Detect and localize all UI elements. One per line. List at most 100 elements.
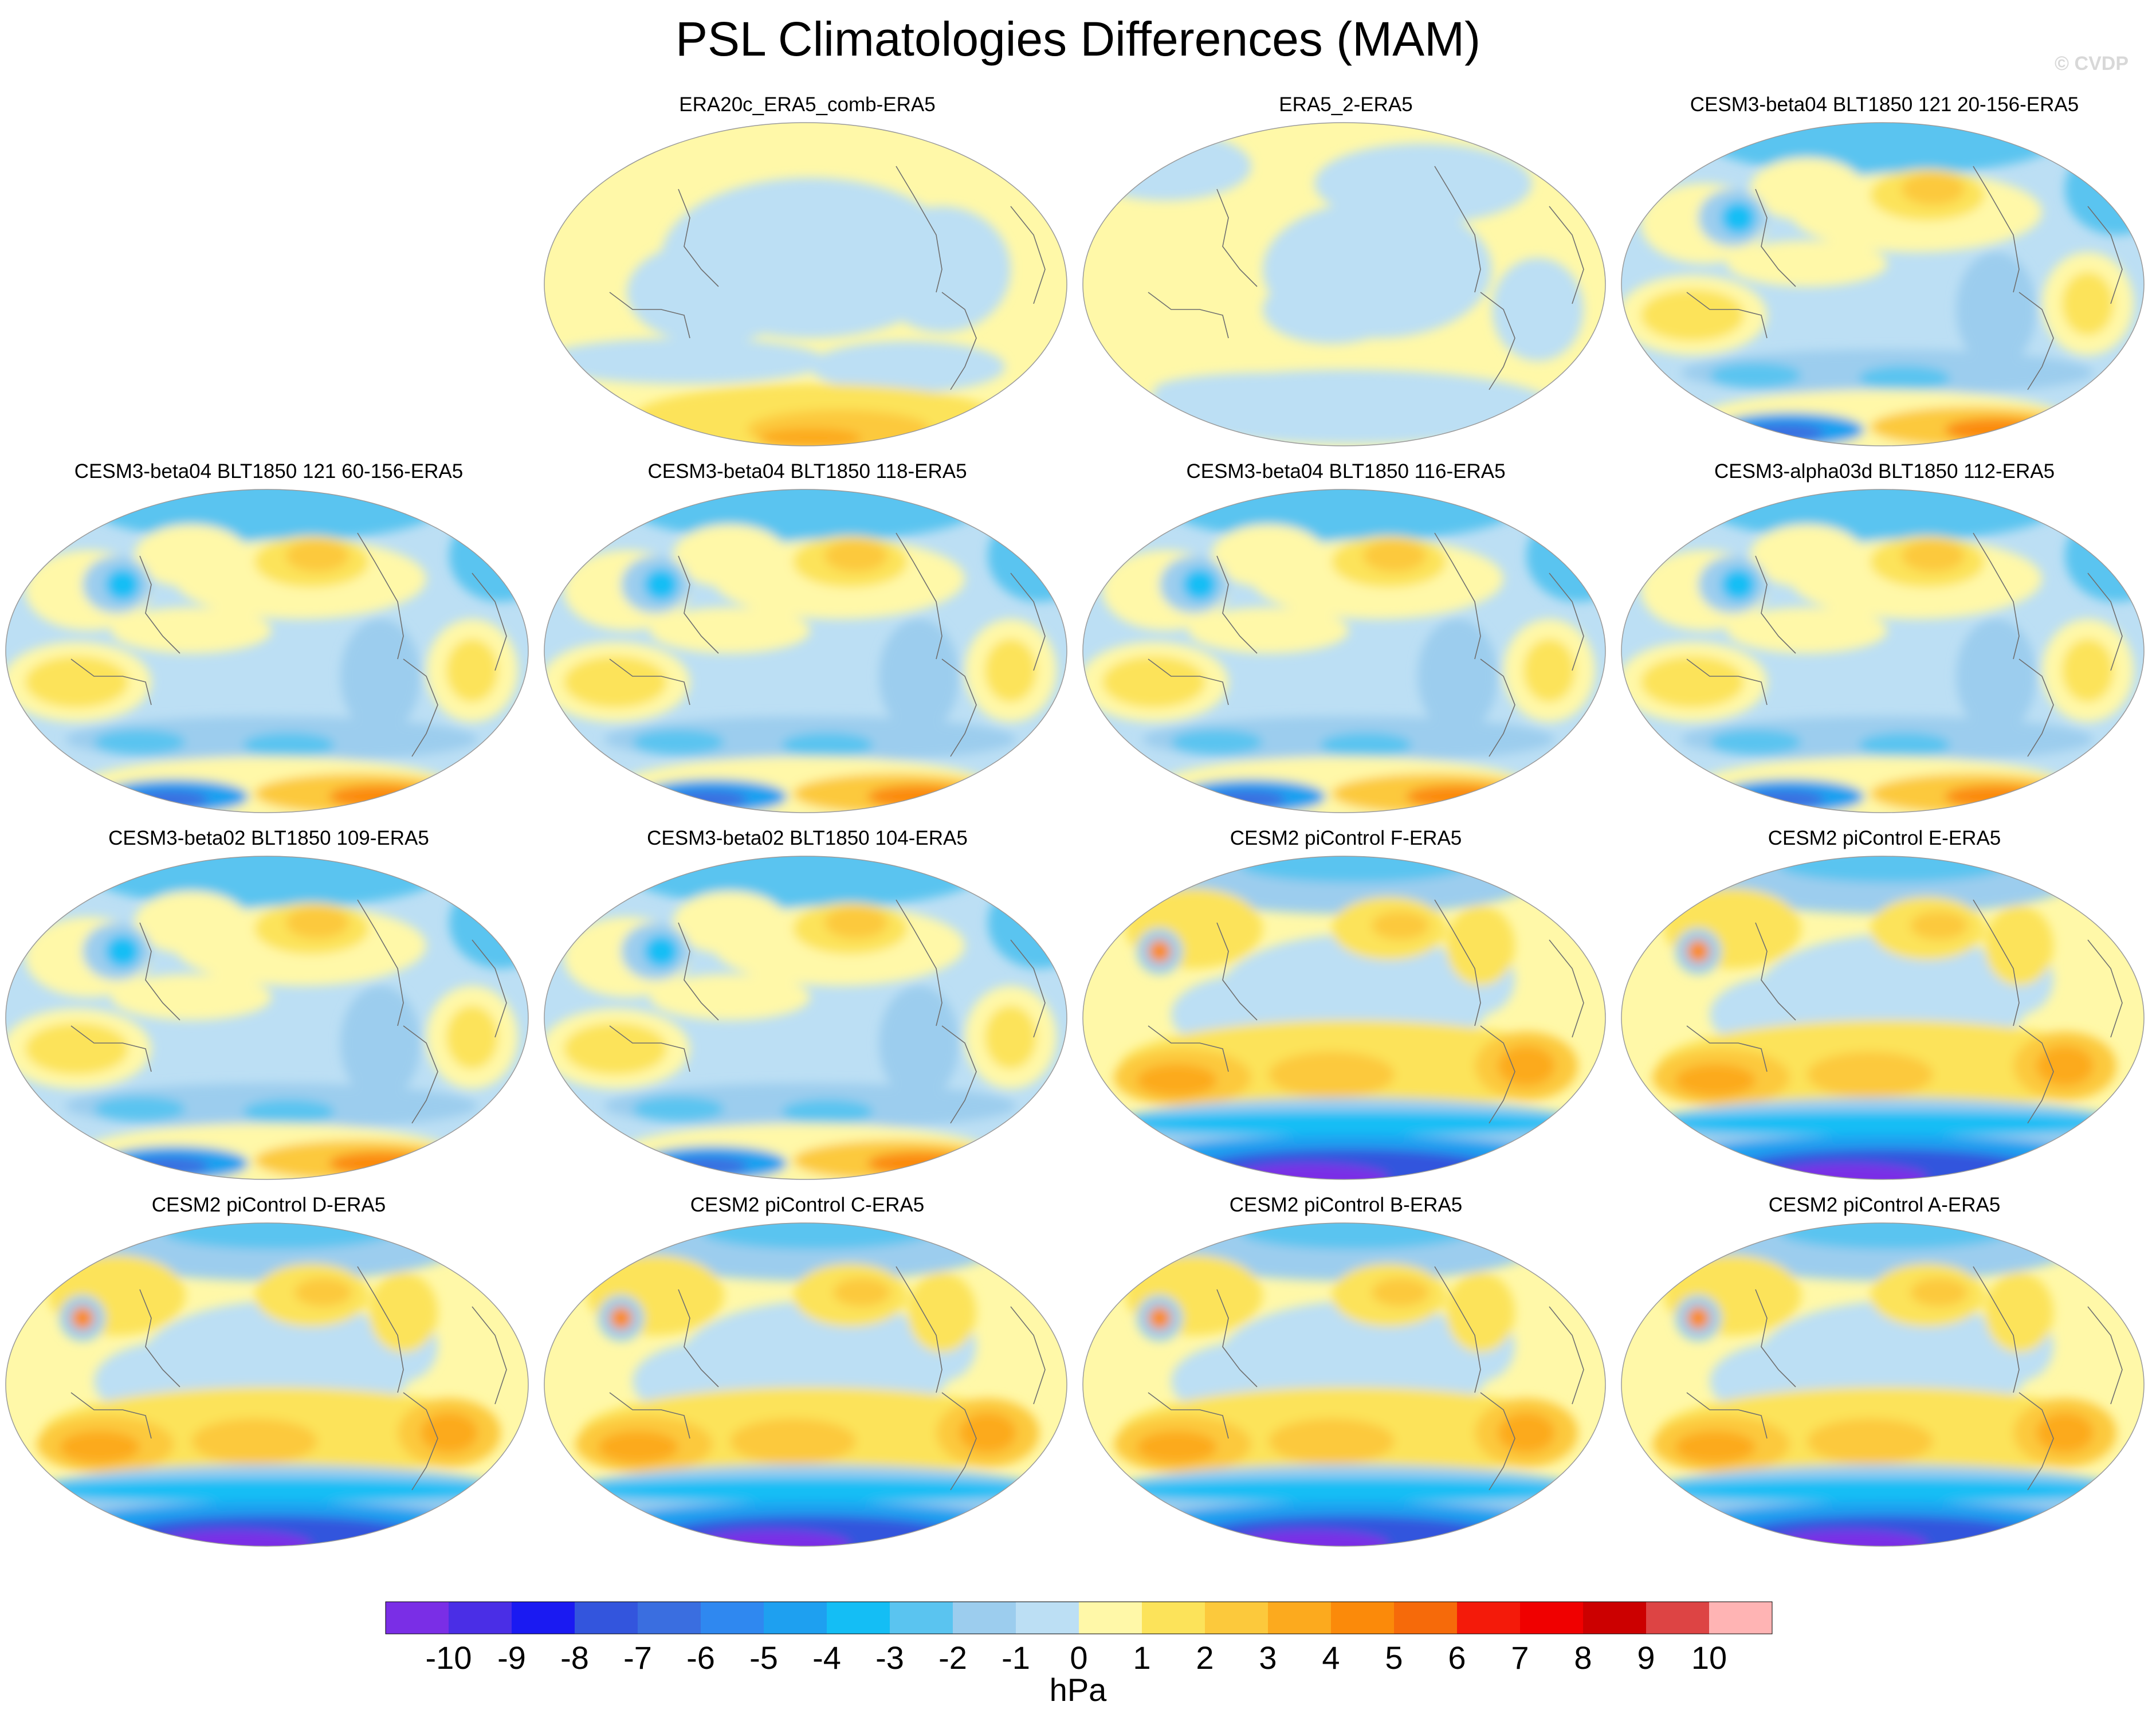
contour-region [1108,1111,1589,1136]
colorbar-tick-label: -5 [749,1640,778,1676]
coastline [1010,939,1046,1038]
coastline [1549,573,1584,671]
contour-region [134,891,249,954]
map-panel-title: CESM3-beta02 BLT1850 109-ERA5 [108,827,429,849]
colorbar-swatch [1520,1602,1584,1634]
contour-region [243,1099,335,1124]
colorbar-swatch [386,1602,449,1634]
contour-region [60,1431,140,1463]
map-panel-title: CESM2 piControl B-ERA5 [1229,1194,1463,1216]
coastline [1549,206,1584,304]
colorbar-tick-label: -2 [938,1640,967,1676]
coastline [403,658,438,757]
map-panel-title: CESM3-beta04 BLT1850 121 20-156-ERA5 [1690,93,2079,116]
coastline [1480,292,1515,390]
contour-region [564,656,667,708]
map-field [544,1222,1067,1547]
map-border [544,1222,1067,1547]
contour-region [570,1477,1051,1503]
coastline [70,1392,152,1439]
colorbar-swatch [1709,1602,1773,1634]
map-panel-title: ERA5_2-ERA5 [1279,93,1413,116]
coastline [941,1392,977,1491]
contour-region [286,540,349,572]
contour-region [1108,1477,1589,1503]
map-field [1621,1222,2145,1547]
contour-region [1154,373,1383,407]
map-panel-title: CESM2 piControl C-ERA5 [690,1194,925,1216]
colorbar-frame [385,1601,1773,1634]
contour-region [105,569,140,601]
map-panel-title: CESM2 piControl E-ERA5 [1768,827,2001,849]
coastline [1973,532,2020,660]
colorbar-swatch [638,1602,701,1634]
contour-region [633,1096,724,1122]
contour-region [1171,730,1263,755]
contour-region [1910,911,1968,940]
colorbar-tick-label: 3 [1259,1640,1277,1676]
colorbar-swatch [1016,1602,1079,1634]
coastline [678,1289,719,1387]
contour-region [1985,1272,2053,1352]
map-border [5,489,529,813]
chart-title: PSL Climatologies Differences (MAM) [675,12,1481,66]
colorbar-swatch [827,1602,890,1634]
colorbar-swatch [1646,1602,1710,1634]
map-panel-title: CESM3-beta04 BLT1850 121 60-156-ERA5 [74,460,464,483]
coastline [1755,1289,1796,1387]
coastline [1216,555,1258,654]
contour-region [1859,366,1950,391]
colorbar-tick-label: 2 [1196,1640,1214,1676]
colorbar-swatch [575,1602,638,1634]
contour-region [1363,540,1426,572]
contour-region [730,1418,856,1464]
coastline [1973,166,2020,293]
contour-region [627,241,799,344]
map-border [544,489,1067,813]
map-field [1082,856,1606,1180]
contour-region [781,732,873,758]
map-panel: CESM2 piControl C-ERA5 [541,1192,1074,1547]
coastline [896,166,942,293]
colorbar-swatch [1583,1602,1647,1634]
contour-region [1687,1307,1710,1330]
coastline [1010,1306,1046,1405]
coastline [896,532,942,660]
contour-region [1675,1431,1756,1463]
colorbar-tick-label: -9 [497,1640,526,1676]
colorbar-swatch [701,1602,764,1634]
contour-region [2036,1046,2094,1086]
coastline [1148,658,1229,705]
map-panel-title: CESM2 piControl F-ERA5 [1230,827,1462,849]
contour-region [446,639,498,702]
contour-region [908,1272,976,1352]
map-border [1082,122,1606,446]
contour-region [1102,656,1205,708]
coastline [678,189,719,287]
map-panel: CESM3-beta02 BLT1850 109-ERA5 [2,825,535,1181]
contour-region [94,1096,186,1122]
coastline [941,1025,977,1124]
contour-region [1269,1418,1395,1464]
coastline [1686,658,1768,705]
contour-region [294,1278,352,1307]
coastline [70,1025,152,1072]
map-panel: CESM3-beta04 BLT1850 121 60-156-ERA5 [2,458,535,814]
colorbar-swatch [953,1602,1016,1634]
contour-region [286,907,349,939]
coastline [1755,922,1796,1021]
map-panel-title: ERA20c_ERA5_comb-ERA5 [679,93,936,116]
contour-region [2062,639,2114,702]
contour-region [833,1278,890,1307]
coastline [403,1025,438,1124]
map-panel-title: CESM3-beta04 BLT1850 118-ERA5 [647,460,967,483]
coastline [357,899,404,1026]
coastline [1480,1025,1515,1124]
coastline [1434,166,1481,293]
map-panel: CESM2 piControl B-ERA5 [1079,1192,1612,1547]
contour-region [824,540,887,572]
contour-region [1750,524,1864,587]
contour-region [191,1418,317,1464]
map-panel: CESM3-beta04 BLT1850 121 20-156-ERA5 [1618,92,2151,447]
map-border [544,856,1067,1180]
